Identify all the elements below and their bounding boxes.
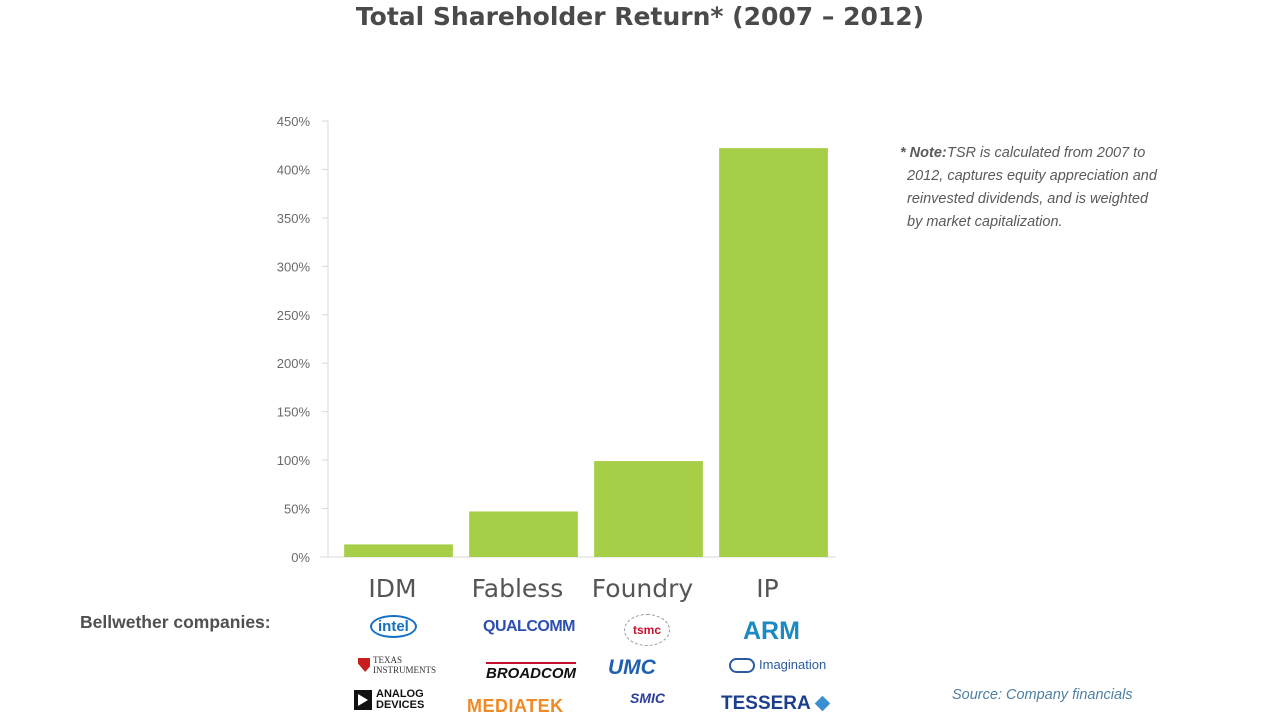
smic-logo: SMIC <box>630 690 665 706</box>
y-tick-label: 450% <box>277 114 311 129</box>
source-note: Source: Company financials <box>952 687 1133 703</box>
imagination-technologies-logo: Imagination <box>729 657 827 674</box>
umc-logo: UMC <box>608 656 656 679</box>
tsmc-logo: tsmc <box>624 614 670 646</box>
broadcom-logo: BROADCOM <box>486 662 576 682</box>
bar <box>469 511 578 557</box>
x-category-label: Foundry <box>592 574 694 603</box>
bar <box>719 148 828 557</box>
texas-instruments-logo: TEXAS INSTRUMENTS <box>358 655 436 675</box>
adi-line2: DEVICES <box>376 699 425 711</box>
intel-logo: intel <box>370 615 417 638</box>
analog-devices-logo: ANALOG DEVICES <box>354 689 424 711</box>
bar <box>594 461 703 557</box>
y-tick-label: 250% <box>277 308 311 323</box>
imagination-text: Imagination <box>759 657 827 672</box>
tessera-text: TESSERA <box>721 693 811 714</box>
y-tick-label: 100% <box>277 453 311 468</box>
arm-logo: ARM <box>743 617 800 645</box>
ti-map-icon <box>358 658 370 672</box>
ti-line1: TEXAS <box>373 655 402 665</box>
adi-triangle-icon <box>354 690 372 710</box>
imagination-icon <box>729 658 755 674</box>
y-tick-label: 200% <box>277 356 311 371</box>
y-tick-label: 300% <box>277 259 311 274</box>
chart-note: * Note: TSR is calculated from 2007 to 2… <box>900 142 1160 234</box>
ti-line2: INSTRUMENTS <box>373 665 437 675</box>
y-tick-label: 400% <box>277 162 311 177</box>
bellwether-label: Bellwether companies: <box>80 612 271 632</box>
qualcomm-logo: QUALCOMM <box>483 618 575 635</box>
note-text: TSR is calculated from 2007 to 2012, cap… <box>907 145 1157 230</box>
tessera-logo: TESSERA <box>721 693 831 715</box>
x-category-label: IDM <box>368 574 416 603</box>
y-tick-label: 50% <box>284 502 310 517</box>
y-tick-label: 150% <box>277 405 311 420</box>
x-category-label: IP <box>756 574 778 603</box>
tessera-diamond-icon <box>814 696 831 712</box>
mediatek-logo: MEDIATEK <box>467 696 564 716</box>
bar <box>344 544 453 557</box>
note-lead: * Note: <box>900 145 947 161</box>
y-tick-label: 0% <box>291 550 310 565</box>
chart-title: Total Shareholder Return* (2007 – 2012) <box>355 2 925 31</box>
adi-line1: ANALOG <box>376 688 424 700</box>
x-category-label: Fabless <box>472 574 564 603</box>
y-tick-label: 350% <box>277 211 311 226</box>
